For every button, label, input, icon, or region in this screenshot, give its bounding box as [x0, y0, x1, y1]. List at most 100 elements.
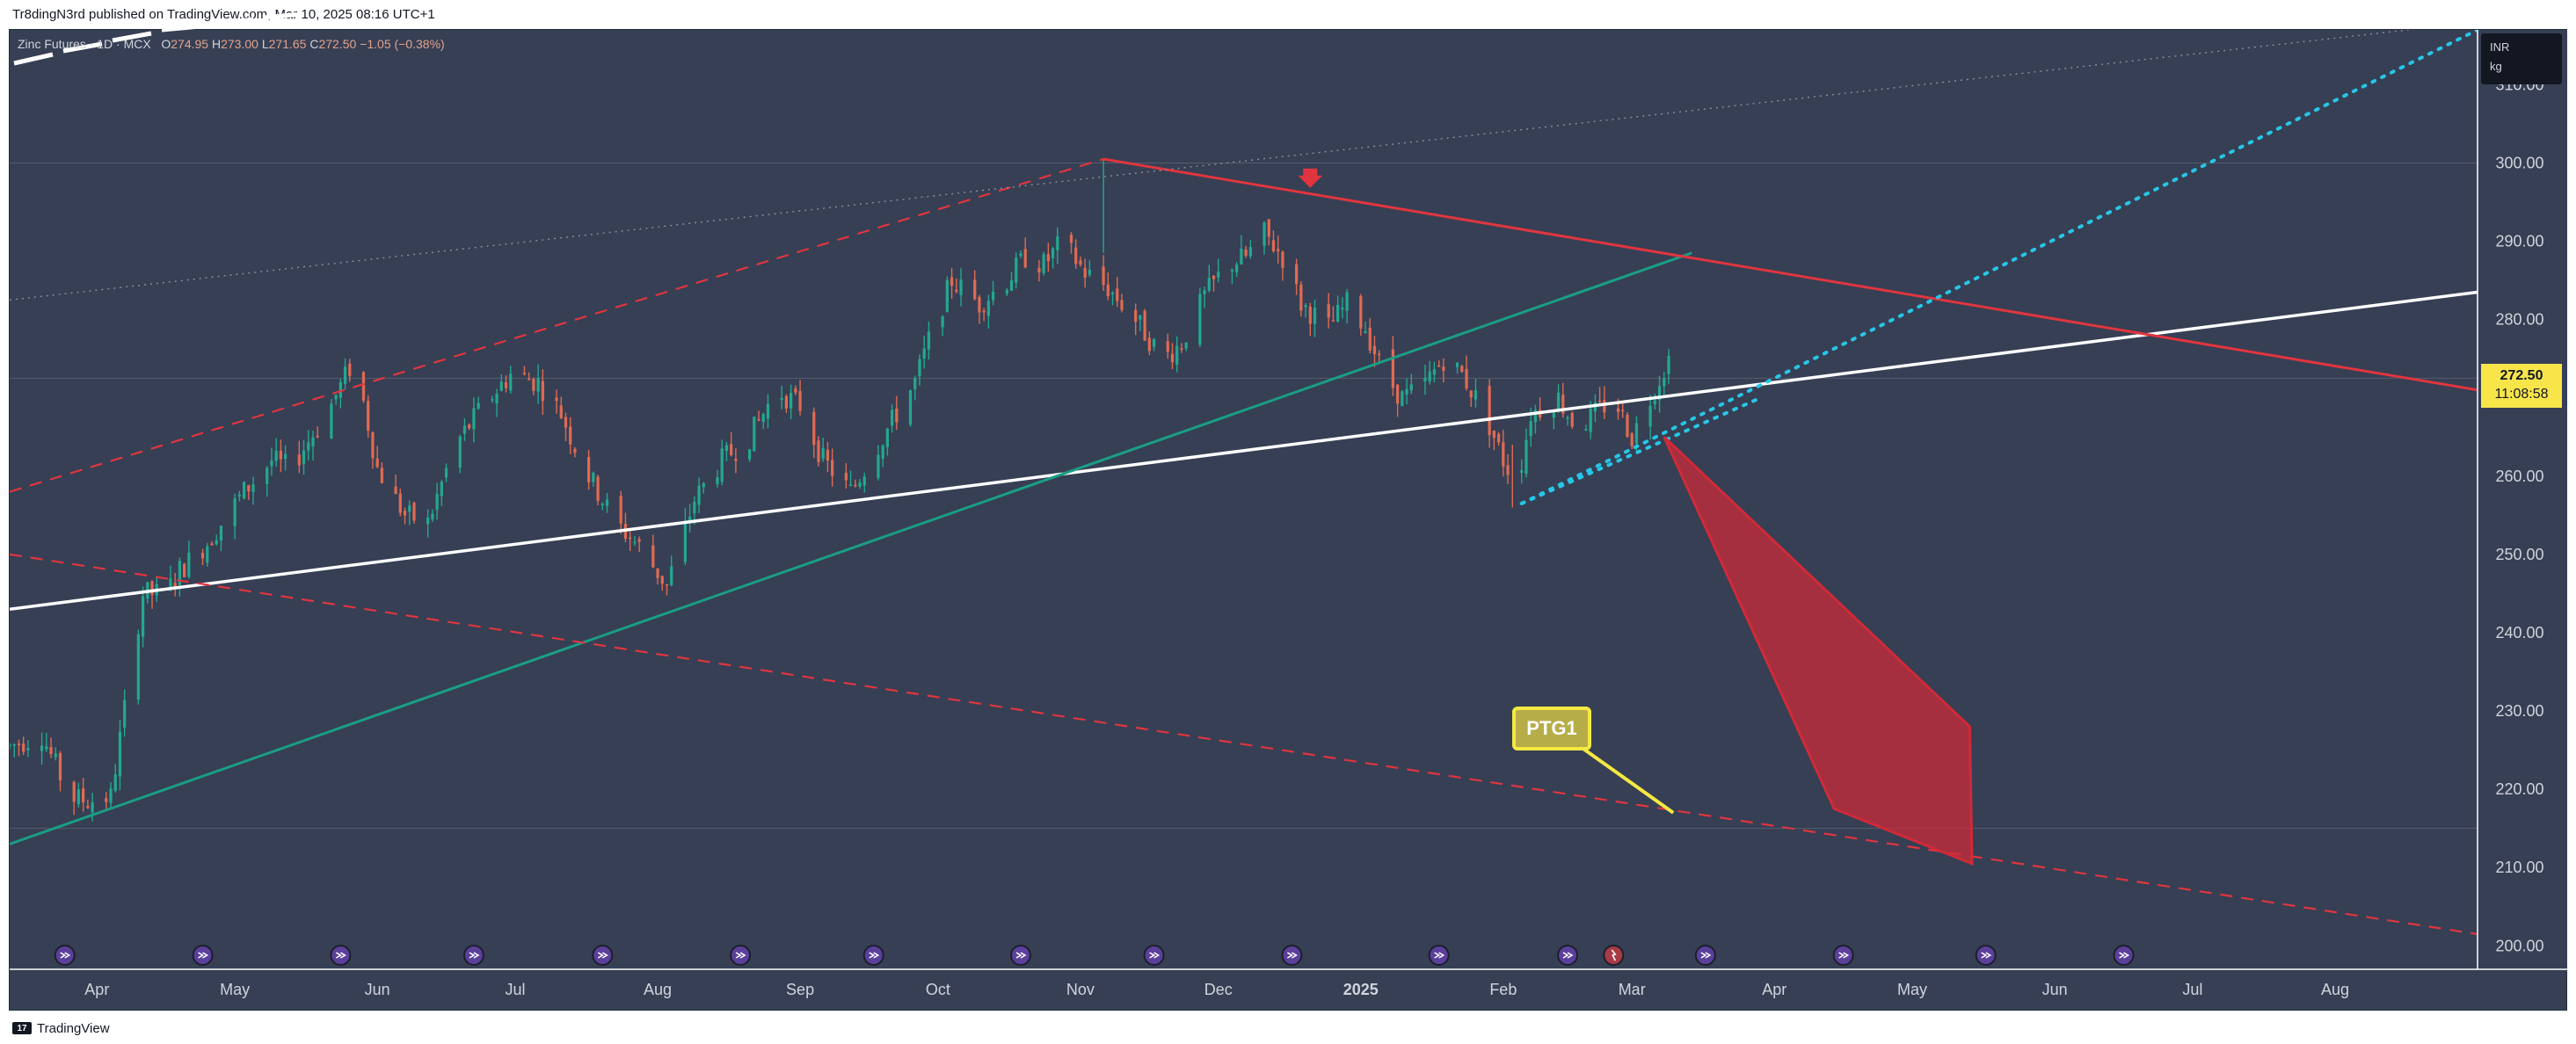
event-glyph-icon [1700, 952, 1712, 959]
candle-body [1304, 305, 1307, 308]
candle-body [716, 477, 719, 485]
candle-body [596, 476, 600, 501]
candle-body [784, 395, 789, 409]
candle-body [950, 277, 954, 286]
event-glyph-icon [1286, 952, 1298, 959]
candle-body [1520, 470, 1524, 473]
candle-body [495, 394, 498, 403]
gray-dotted-channel [10, 30, 2414, 301]
candle-body [477, 402, 480, 409]
candle-body [233, 498, 236, 526]
candle-body [380, 468, 384, 483]
event-glyph-icon [1434, 952, 1445, 959]
candle-body [462, 425, 467, 434]
candle-body [730, 444, 733, 456]
candle-body [1391, 349, 1395, 388]
candle-body [113, 774, 117, 791]
y-tick-label: 200.00 [2495, 937, 2543, 954]
x-tick-label: Nov [1066, 981, 1095, 998]
candle-body [766, 403, 770, 419]
candle-body [592, 473, 595, 482]
candle-body [444, 468, 448, 478]
candle-body [1603, 400, 1606, 413]
candle-body [918, 359, 921, 377]
candle-body [1561, 395, 1565, 414]
candle-body [371, 431, 375, 459]
event-glyph-icon [198, 952, 209, 959]
candle-body [1267, 219, 1270, 237]
y-tick-label: 300.00 [2495, 154, 2543, 171]
candle-body [1263, 222, 1266, 246]
candle-body [1570, 413, 1574, 427]
candle-body [1524, 439, 1528, 475]
x-tick-label: Feb [1489, 981, 1517, 998]
candle-body [927, 331, 931, 350]
candle-body [991, 291, 995, 301]
candle-body [472, 408, 476, 430]
candle-body [941, 315, 944, 328]
candle-body [913, 378, 917, 389]
candle-body [1023, 249, 1027, 268]
candle-body [1442, 366, 1445, 372]
candle-body [1506, 465, 1510, 475]
candle-body [468, 424, 471, 429]
candle-body [794, 388, 797, 393]
candle-body [1313, 308, 1317, 324]
candle-body [237, 494, 241, 497]
candle-body [1616, 408, 1620, 412]
candle-body [1244, 249, 1248, 257]
candle-body [1248, 247, 1252, 257]
green-trendline [10, 251, 1692, 845]
candle-body [1584, 429, 1588, 431]
candle-body [881, 445, 884, 459]
candle-body [118, 731, 122, 777]
candle-body [1556, 392, 1561, 412]
candle-body [40, 745, 44, 751]
x-tick-label: Aug [644, 981, 672, 998]
unit-label: kg [2490, 60, 2502, 73]
candle-body [1240, 249, 1243, 265]
candle-body [862, 476, 866, 486]
open-label: O [161, 37, 171, 51]
candle-body [1327, 304, 1330, 318]
candle-body [183, 563, 186, 577]
candle-body [206, 546, 209, 563]
candle-body [1110, 292, 1115, 294]
event-glyph-icon [60, 952, 71, 959]
plot-group [10, 30, 2478, 966]
x-tick-label: Aug [2321, 981, 2349, 998]
open-value: 274.95 [171, 37, 209, 51]
candle-body [858, 482, 862, 487]
candle-body [1648, 405, 1652, 427]
candle-body [284, 453, 287, 460]
candle-body [1465, 368, 1468, 389]
event-glyph-icon [1562, 952, 1574, 959]
x-tick-label: Dec [1204, 981, 1233, 998]
candle-body [1336, 304, 1340, 322]
candle-body [311, 437, 315, 447]
candle-body [651, 545, 655, 568]
candle-body [509, 373, 513, 391]
x-tick-label: May [220, 981, 250, 998]
currency-unit-box[interactable]: INR kg [2481, 33, 2562, 84]
candle-body [541, 381, 544, 402]
candle-body [890, 410, 894, 426]
candle-body [1147, 337, 1151, 352]
candle-body [569, 426, 572, 445]
candle-body [1455, 362, 1459, 367]
candle-body [1079, 260, 1082, 265]
candle-body [826, 449, 830, 461]
candle-body [1139, 315, 1142, 320]
candle-body [854, 484, 857, 487]
candle-body [215, 540, 218, 545]
candle-body [72, 781, 76, 802]
candle-body [1626, 414, 1629, 438]
ptg1-label[interactable]: PTG1 [1512, 707, 1591, 750]
candle-body [1432, 369, 1437, 375]
candle-body [1630, 433, 1634, 446]
candle-body [812, 411, 816, 446]
chart-area[interactable] [9, 29, 2567, 1011]
candle-body [922, 348, 926, 359]
candle-body [1492, 430, 1496, 439]
